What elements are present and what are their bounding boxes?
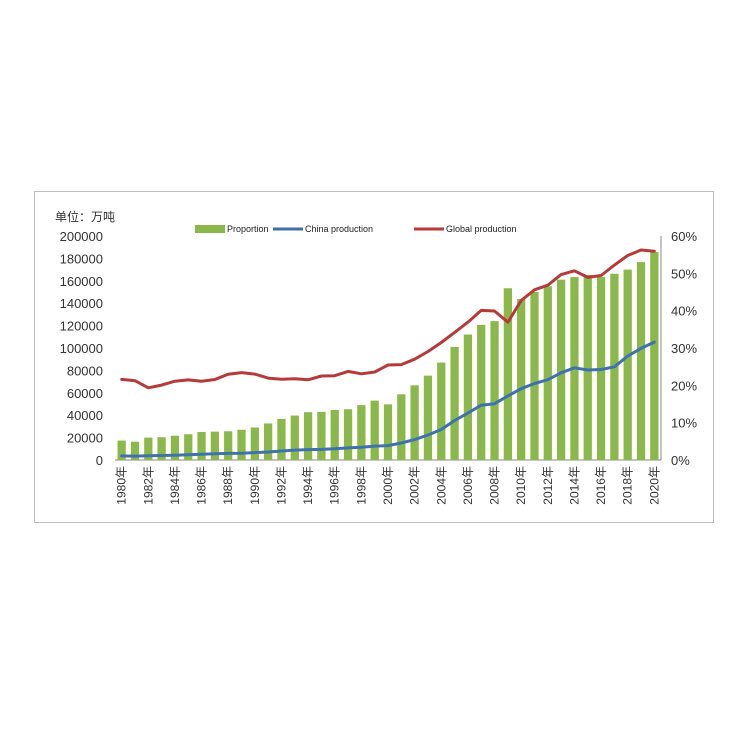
production-lines (120, 248, 656, 458)
right-tick-label: 20% (671, 378, 697, 393)
proportion-bar (477, 324, 486, 460)
proportion-bar (303, 412, 313, 460)
proportion-bar (330, 409, 339, 460)
legend-label: China production (305, 224, 373, 234)
proportion-bar (290, 415, 299, 460)
proportion-bar (317, 411, 326, 460)
proportion-bar (370, 400, 379, 460)
left-tick-label: 40000 (67, 408, 103, 423)
proportion-bar (144, 437, 153, 460)
x-tick-label: 2000年 (381, 466, 395, 505)
proportion-bar (517, 299, 526, 460)
unit-label: 单位：万吨 (55, 209, 115, 224)
right-tick-label: 0% (671, 453, 690, 468)
right-tick-label: 10% (671, 416, 697, 431)
proportion-bar (490, 321, 499, 460)
left-tick-label: 180000 (60, 251, 103, 266)
x-tick-label: 1996年 (328, 466, 342, 505)
x-tick-label: 2018年 (621, 466, 635, 505)
x-tick-label: 1980年 (115, 466, 129, 505)
x-tick-label: 2006年 (461, 466, 475, 505)
x-tick-label: 2008年 (488, 466, 502, 505)
x-tick-label: 1994年 (301, 466, 315, 505)
proportion-bar (543, 286, 552, 460)
proportion-bar (397, 394, 406, 460)
right-axis: 60% 50% 40% 30% 20% 10% 0% (115, 229, 697, 468)
x-tick-label: 2020年 (647, 466, 661, 505)
legend-swatch-proportion (195, 225, 225, 233)
left-tick-label: 120000 (60, 319, 103, 334)
x-tick-label: 2010年 (514, 466, 528, 505)
proportion-bar (117, 440, 126, 460)
proportion-bar (170, 435, 180, 460)
proportion-bar (383, 404, 393, 460)
proportion-bar (636, 262, 646, 460)
proportion-bar (503, 288, 512, 460)
right-tick-label: 30% (671, 341, 697, 356)
right-tick-label: 50% (671, 266, 697, 281)
x-tick-label: 2014年 (567, 466, 581, 505)
x-tick-label: 1984年 (168, 466, 182, 505)
proportion-bar (157, 437, 166, 460)
left-tick-label: 20000 (67, 431, 103, 446)
proportion-bar (197, 432, 206, 460)
chart-frame: 单位：万吨 Proportion China production Global p… (34, 191, 714, 523)
proportion-bar (277, 418, 286, 460)
left-tick-label: 160000 (60, 274, 103, 289)
proportion-bar (237, 429, 246, 460)
left-tick-label: 80000 (67, 363, 103, 378)
proportion-bars (117, 252, 659, 460)
left-tick-label: 100000 (60, 341, 103, 356)
right-tick-label: 40% (671, 304, 697, 319)
proportion-bar (357, 405, 366, 460)
proportion-bar (250, 427, 259, 460)
proportion-bar (650, 252, 659, 460)
proportion-bar (450, 346, 459, 460)
proportion-bar (224, 431, 233, 460)
x-tick-label: 1988年 (221, 466, 235, 505)
legend: Proportion China production Global product… (195, 224, 517, 234)
left-tick-label: 0 (96, 453, 103, 468)
left-tick-label: 60000 (67, 386, 103, 401)
proportion-bar (623, 269, 632, 460)
x-tick-label: 1990年 (248, 466, 262, 505)
legend-label: Proportion (227, 224, 269, 234)
global-production-line (120, 248, 656, 390)
x-tick-label: 1998年 (354, 466, 368, 505)
x-tick-label: 2002年 (408, 466, 422, 505)
proportion-bar (343, 409, 353, 460)
right-tick-label: 60% (671, 229, 697, 244)
proportion-bar (556, 279, 566, 460)
x-tick-label: 1986年 (195, 466, 209, 505)
x-tick-label: 2012年 (541, 466, 555, 505)
x-tick-label: 1982年 (141, 466, 155, 505)
proportion-bar (264, 423, 273, 460)
left-axis: 2000001800001600001400001200001000008000… (60, 229, 103, 468)
proportion-bar (184, 434, 193, 460)
proportion-bar (463, 334, 473, 460)
x-tick-label: 1992年 (274, 466, 288, 505)
proportion-bar (410, 385, 419, 460)
left-tick-label: 200000 (60, 229, 103, 244)
x-tick-label: 2016年 (594, 466, 608, 505)
proportion-bar (130, 441, 140, 460)
proportion-bar (437, 362, 446, 460)
left-tick-label: 140000 (60, 296, 103, 311)
x-axis: 1980年 1982年 1984年 1986年 1988年 1990年 1992年 1994年… (115, 466, 662, 505)
proportion-bar (583, 274, 592, 460)
proportion-bar (210, 431, 220, 460)
proportion-bar (423, 375, 433, 460)
china-production-line (120, 340, 656, 458)
legend-label: Global production (446, 224, 517, 234)
proportion-bar (530, 292, 539, 460)
chart-canvas: 单位：万吨 Proportion China production Global p… (55, 209, 697, 505)
x-tick-label: 2004年 (434, 466, 448, 505)
